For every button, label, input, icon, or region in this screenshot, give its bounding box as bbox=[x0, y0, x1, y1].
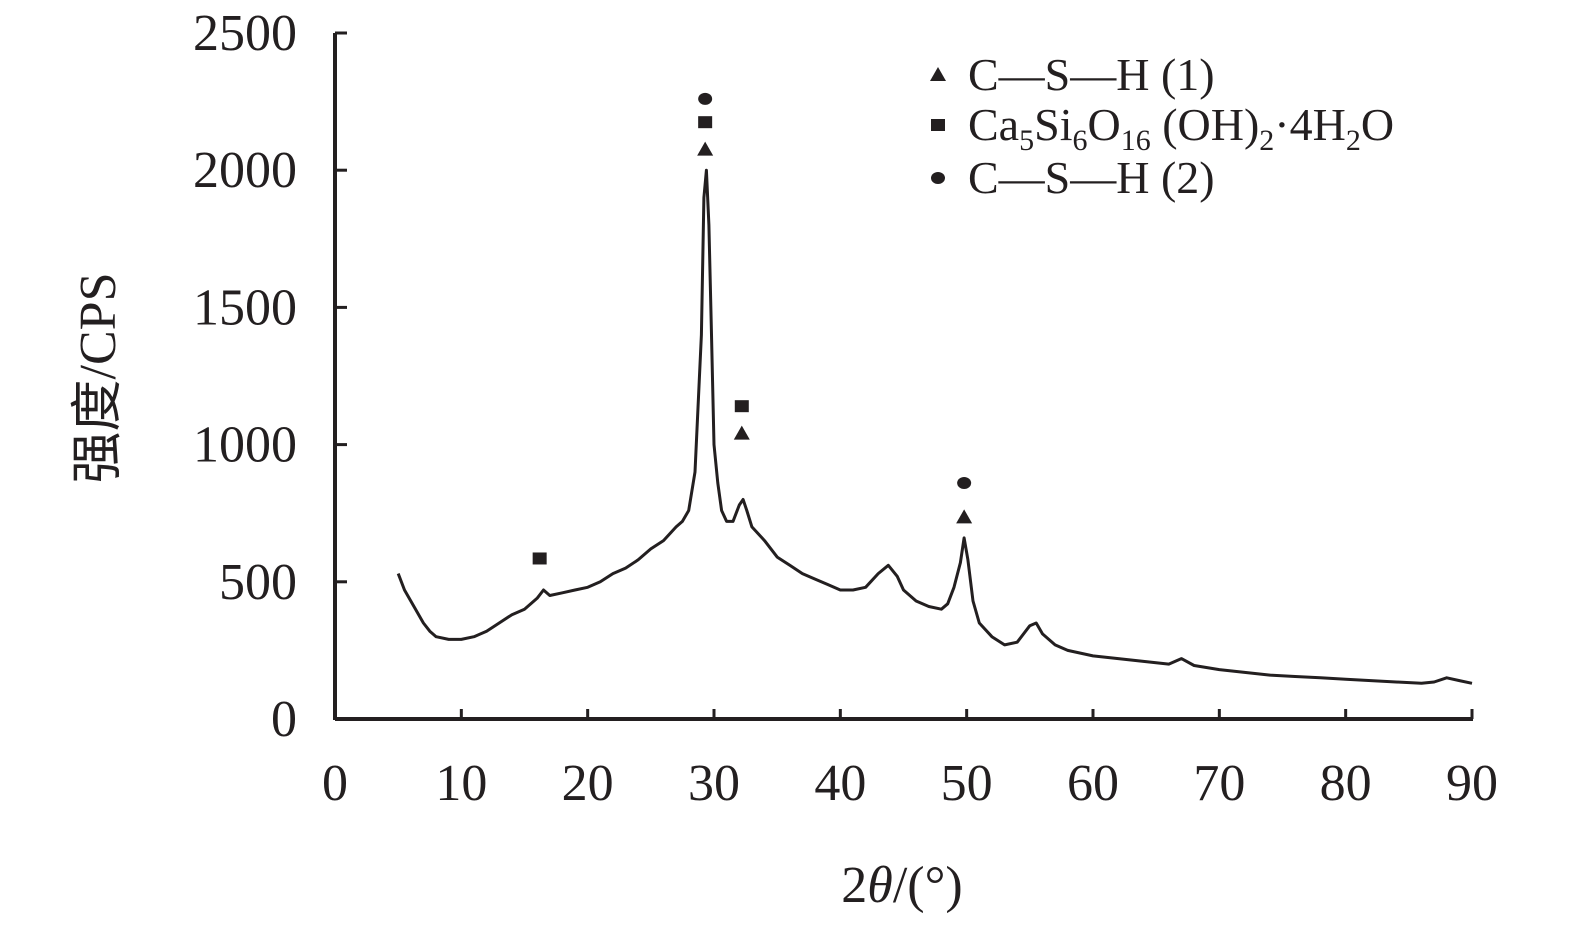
x-tick-label: 40 bbox=[814, 755, 866, 812]
x-tick-label: 50 bbox=[941, 755, 993, 812]
legend-label: C—S—H (1) bbox=[968, 49, 1215, 100]
legend-label-part: ·4H bbox=[1274, 99, 1346, 150]
circle-peak-marker bbox=[957, 477, 972, 490]
triangle-peak-marker bbox=[733, 425, 750, 440]
legend-circle-marker bbox=[931, 172, 945, 184]
y-tick-label: 1500 bbox=[193, 279, 297, 336]
y-tick-label: 0 bbox=[271, 691, 297, 748]
axes: 0 10 20 30 40 50 60 70 80 90 0 500 1000 1500 2000 2500 bbox=[193, 5, 1498, 812]
legend-label-part: (OH) bbox=[1151, 99, 1260, 150]
square-peak-marker bbox=[734, 400, 749, 413]
legend-label-subscript: 5 bbox=[1019, 124, 1034, 157]
legend-triangle-marker bbox=[930, 67, 946, 81]
legend-label-subscript: 6 bbox=[1072, 124, 1087, 157]
legend-label-part: O bbox=[1361, 99, 1394, 150]
series-layer bbox=[396, 168, 1473, 685]
square-peak-marker bbox=[698, 116, 713, 129]
legend-label-part: O bbox=[1087, 99, 1120, 150]
x-axis-title-suffix: /(°) bbox=[893, 857, 963, 914]
legend-label-part: C—S—H (2) bbox=[968, 152, 1215, 203]
peak-markers bbox=[532, 92, 973, 565]
circle-peak-marker bbox=[698, 92, 713, 105]
x-tick-label: 0 bbox=[322, 755, 348, 812]
xrd-pattern-line bbox=[396, 168, 1473, 685]
square-peak-marker bbox=[532, 552, 547, 565]
legend-label: Ca5Si6O16 (OH)2·4H2O bbox=[968, 99, 1394, 157]
x-tick-label: 70 bbox=[1193, 755, 1245, 812]
legend-label-part: C—S—H (1) bbox=[968, 49, 1215, 100]
x-tick-label: 80 bbox=[1320, 755, 1372, 812]
x-tick-label: 60 bbox=[1067, 755, 1119, 812]
x-tick-label: 10 bbox=[435, 755, 487, 812]
legend-label-part: Ca bbox=[968, 99, 1019, 150]
legend-label-subscript: 16 bbox=[1121, 124, 1151, 157]
x-axis-title-prefix: 2 bbox=[841, 857, 867, 914]
x-tick-label: 90 bbox=[1446, 755, 1498, 812]
x-ticks: 0 10 20 30 40 50 60 70 80 90 bbox=[322, 709, 1498, 812]
y-ticks: 0 500 1000 1500 2000 2500 bbox=[193, 5, 347, 748]
y-axis-title: 强度/CPS bbox=[70, 273, 127, 484]
x-tick-label: 30 bbox=[688, 755, 740, 812]
triangle-peak-marker bbox=[956, 509, 973, 524]
triangle-peak-marker bbox=[697, 141, 714, 156]
legend-square-marker bbox=[931, 119, 945, 131]
y-tick-label: 2500 bbox=[193, 5, 297, 62]
legend-label-subscript: 2 bbox=[1259, 124, 1274, 157]
legend-label: C—S—H (2) bbox=[968, 152, 1215, 203]
x-axis-title: 2θ/(°) bbox=[841, 857, 962, 914]
legend-label-subscript: 2 bbox=[1346, 124, 1361, 157]
x-tick-label: 20 bbox=[562, 755, 614, 812]
y-tick-label: 500 bbox=[219, 554, 297, 611]
x-axis-title-theta: θ bbox=[867, 857, 893, 914]
y-tick-label: 1000 bbox=[193, 417, 297, 474]
y-tick-label: 2000 bbox=[193, 142, 297, 199]
legend-label-part: Si bbox=[1034, 99, 1072, 150]
